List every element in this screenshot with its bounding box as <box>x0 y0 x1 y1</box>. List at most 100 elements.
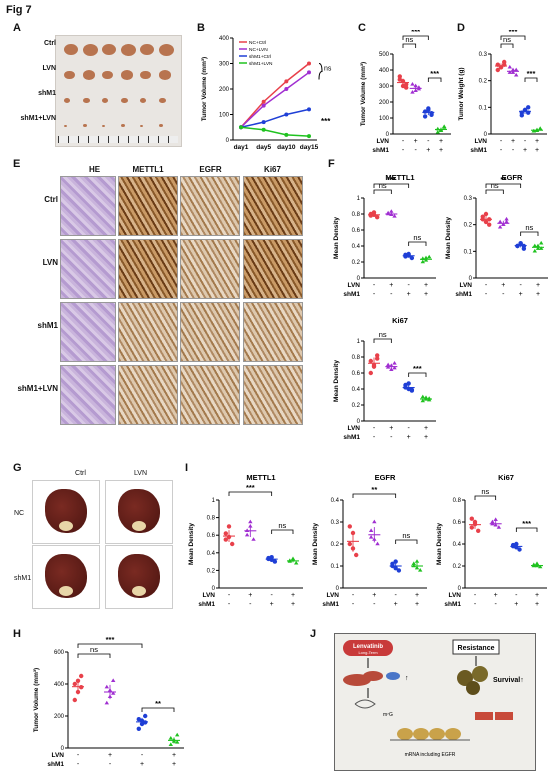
e-row-shm1: shM1 <box>37 321 58 330</box>
shm1-sign: + <box>270 601 274 608</box>
data-point <box>404 85 409 90</box>
chart-f-egfr: EGFR 0 0.1 0.2 0.3 Mean Density - - + - - + + + LVN shM… <box>445 173 548 298</box>
y-tick-label: 0.4 <box>453 542 462 548</box>
data-point <box>347 524 352 529</box>
chart-title: Ki67 <box>498 473 514 482</box>
lvn-sign: - <box>519 282 522 289</box>
y-tick-label: 0.2 <box>479 79 488 85</box>
col-label-mettl1: METTL1 <box>132 165 164 174</box>
significance-label: *** <box>413 364 422 373</box>
lvn-sign: - <box>402 138 405 145</box>
y-tick-label: 0.6 <box>352 228 361 234</box>
tumor-sample <box>83 97 90 104</box>
significance-label: *** <box>509 30 518 36</box>
histology-image <box>118 302 178 362</box>
figure-title: Fig 7 <box>6 4 32 16</box>
data-point <box>307 134 311 139</box>
e-row-shm1-lvn: shM1+LVN <box>17 384 58 393</box>
data-point <box>420 394 425 399</box>
panel-label-f: F <box>328 158 335 170</box>
panel-label-b: B <box>197 22 205 34</box>
chart-i-ki67: Ki67 0 0.2 0.4 0.6 0.8 Mean Density - - + - - + + + LVN… <box>436 473 547 608</box>
shm1-sign: - <box>228 601 231 608</box>
x-tick-label: day15 <box>300 144 319 151</box>
panel-label-g: G <box>13 462 22 474</box>
significance-label: ns <box>379 181 387 190</box>
data-point <box>284 112 289 117</box>
data-point <box>504 216 509 221</box>
histology-image <box>180 302 240 362</box>
shm1-sign: + <box>426 147 430 154</box>
data-point <box>534 561 540 565</box>
tumor-sample <box>83 70 95 80</box>
chart-i-egfr: EGFR 0 0.1 0.2 0.3 0.4 Mean Density - - + - - + + + LVN… <box>312 473 427 608</box>
chart-title: EGFR <box>375 473 396 482</box>
data-point <box>410 82 415 86</box>
data-point <box>427 397 432 402</box>
row-label-shm1: shM1 <box>470 147 487 154</box>
data-point <box>136 726 141 731</box>
significance-bracket <box>485 183 522 188</box>
y-tick-label: 0.2 <box>453 564 462 570</box>
shm1-sign: - <box>485 291 488 298</box>
tumor-sample <box>140 70 151 80</box>
row-label-shm1: shM1 <box>343 434 360 441</box>
data-point <box>507 70 512 74</box>
significance-label: ns <box>278 521 286 530</box>
tumor-sample <box>121 97 128 104</box>
data-point <box>539 240 544 245</box>
data-point <box>490 519 495 524</box>
chart-title: Ki67 <box>392 316 408 325</box>
panel-label-c: C <box>358 22 366 34</box>
data-point <box>261 120 266 125</box>
e-row-lvn: LVN <box>42 258 58 267</box>
cell-cluster-icon <box>457 666 488 695</box>
tumor-sample <box>159 124 163 128</box>
chart-d-tumor-weight: 0 0.1 0.2 0.3 Tumor Weight (g) - - + - - + + + LVN shM… <box>458 30 547 154</box>
survival-label: Survival↑ <box>493 677 524 684</box>
tumor-sample <box>102 124 105 127</box>
significance-label: ns <box>90 645 98 654</box>
data-point <box>368 535 374 539</box>
data-point <box>375 215 380 220</box>
histology-image <box>60 302 116 362</box>
data-point <box>469 525 474 530</box>
data-point <box>368 358 373 364</box>
histology-image <box>180 176 240 236</box>
data-point <box>79 673 84 679</box>
lvn-sign: - <box>407 425 410 432</box>
y-tick-label: 0.2 <box>464 223 473 229</box>
row-label-shm1-lvn: shM1+LVN <box>20 115 56 122</box>
y-tick-label: 0.6 <box>453 520 462 526</box>
x-tick-label: day5 <box>256 144 271 151</box>
annotation-ns: ns <box>324 66 332 73</box>
data-point <box>392 361 397 365</box>
tumor-sample <box>121 124 125 128</box>
tumor-sample <box>140 124 143 127</box>
data-point <box>223 531 228 536</box>
significance-bracket <box>402 35 429 40</box>
histology-image <box>118 176 178 236</box>
y-tick-label: 0.2 <box>352 403 361 409</box>
data-point <box>168 736 173 740</box>
data-point <box>230 541 235 547</box>
data-point <box>420 398 425 403</box>
y-tick-label: 0 <box>469 276 473 282</box>
row-label-shm1: shM1 <box>198 601 215 608</box>
significance-label: ns <box>379 330 387 339</box>
y-axis-label: Mean Density <box>333 217 340 259</box>
data-point <box>507 64 512 69</box>
significance-label: ns <box>481 487 489 496</box>
trna-icon <box>354 699 376 709</box>
data-point <box>538 126 543 131</box>
g-row-nc: NC <box>14 510 25 517</box>
data-point <box>244 528 250 532</box>
chart-f-ki67: Ki67 0 0.2 0.4 0.6 0.8 1 Mean Density - - + - - + + + LV… <box>333 316 436 441</box>
lvn-sign: + <box>494 592 498 599</box>
y-tick-label: 0 <box>226 138 230 144</box>
shm1-sign: - <box>77 761 80 768</box>
data-point <box>284 79 289 84</box>
data-point <box>423 395 429 399</box>
y-axis-label: Tumor Volume (mm³) <box>201 57 208 121</box>
data-point <box>517 547 522 552</box>
